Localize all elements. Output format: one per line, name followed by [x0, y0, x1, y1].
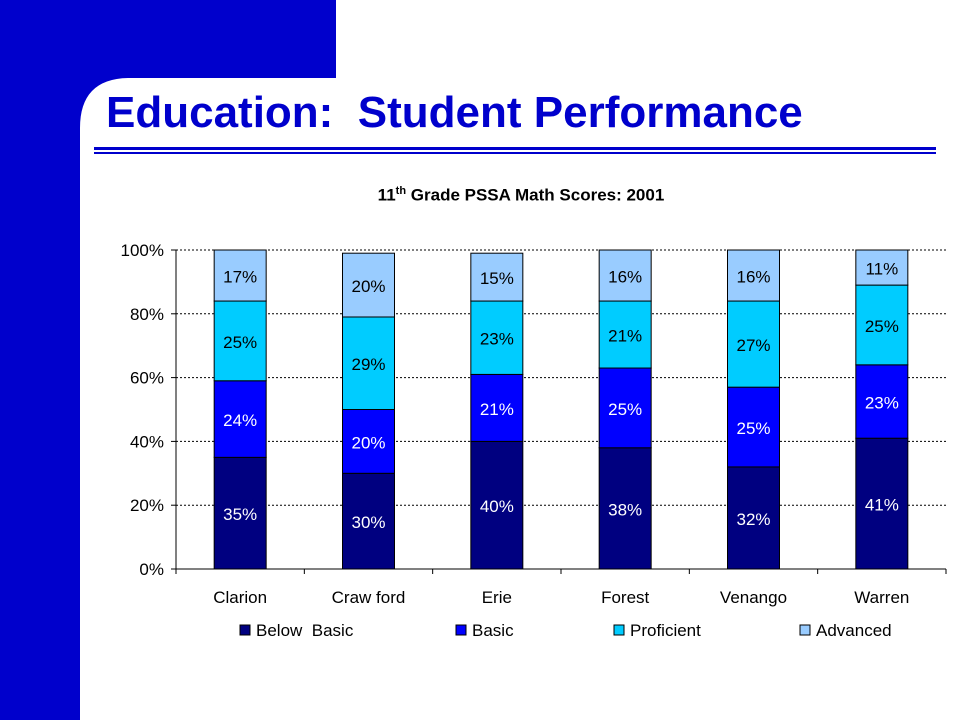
bar-segment	[598, 249, 652, 302]
data-label: 25%	[608, 400, 642, 419]
data-label: 17%	[223, 268, 257, 287]
y-tick-label: 80%	[130, 305, 164, 324]
data-label: 24%	[223, 411, 257, 430]
y-tick-label: 40%	[130, 432, 164, 451]
data-label: 25%	[736, 419, 770, 438]
chart-title-rest: Grade PSSA Math Scores: 2001	[406, 185, 665, 205]
y-tick-label: 20%	[130, 496, 164, 515]
chart-title-superscript: th	[395, 185, 407, 197]
x-tick-label: Craw ford	[332, 588, 406, 607]
legend-swatch	[239, 624, 251, 636]
data-label: 25%	[865, 317, 899, 336]
data-label: 20%	[351, 433, 385, 452]
data-label: 32%	[736, 510, 770, 529]
data-label: 16%	[608, 268, 642, 287]
data-label: 23%	[480, 330, 514, 349]
bar-segment	[470, 252, 524, 302]
x-tick-label: Venango	[720, 588, 787, 607]
legend-label: Advanced	[816, 621, 892, 640]
x-tick-label: Erie	[482, 588, 512, 607]
x-tick-label: Clarion	[213, 588, 267, 607]
slide-title: Education: Student Performance	[106, 88, 803, 137]
bar-segment	[727, 386, 780, 468]
bar-segment	[213, 249, 267, 302]
bar-segment	[855, 249, 909, 286]
data-label: 21%	[480, 400, 514, 419]
x-tick-label: Warren	[854, 588, 909, 607]
y-tick-label: 60%	[130, 369, 164, 388]
bar-segment	[598, 447, 652, 570]
data-label: 21%	[608, 327, 642, 346]
data-label: 27%	[736, 336, 770, 355]
data-label: 35%	[223, 505, 257, 524]
title-underline	[94, 147, 936, 150]
bar-segment	[342, 252, 395, 318]
data-label: 25%	[223, 333, 257, 352]
data-label: 20%	[351, 277, 385, 296]
bar-segment	[470, 440, 524, 570]
bar-segment	[855, 364, 909, 439]
data-label: 41%	[865, 496, 899, 515]
legend-label: Basic	[472, 621, 514, 640]
data-label: 30%	[351, 513, 385, 532]
legend-swatch	[455, 624, 467, 636]
bar-segment	[855, 437, 909, 570]
data-label: 16%	[736, 268, 770, 287]
sidebar-band	[0, 0, 336, 720]
bar-segment	[213, 300, 267, 382]
bar-segment	[727, 249, 780, 302]
data-label: 15%	[480, 269, 514, 288]
legend-label: Below Basic	[256, 621, 354, 640]
bar-segment	[470, 373, 524, 442]
bar-segment	[470, 300, 524, 375]
bar-segment	[598, 300, 652, 369]
bar-segment	[727, 300, 780, 388]
chart-title: 11th Grade PSSA Math Scores: 2001	[176, 185, 866, 206]
legend-swatch	[613, 624, 625, 636]
legend-label: Proficient	[630, 621, 701, 640]
bar-segment	[213, 380, 267, 458]
y-tick-label: 0%	[139, 560, 164, 579]
y-tick-label: 100%	[121, 241, 164, 260]
data-label: 11%	[865, 260, 898, 279]
title-underline-thin	[94, 152, 936, 154]
bar-segment	[342, 316, 395, 410]
data-label: 40%	[480, 497, 514, 516]
bar-segment	[342, 472, 395, 570]
bar-segment	[213, 456, 267, 570]
data-label: 23%	[865, 394, 899, 413]
chart-title-main: 11	[377, 185, 396, 205]
data-label: 29%	[351, 355, 385, 374]
x-tick-label: Forest	[601, 588, 649, 607]
legend-swatch	[799, 624, 811, 636]
data-label: 38%	[608, 500, 642, 519]
bar-segment	[727, 466, 780, 570]
